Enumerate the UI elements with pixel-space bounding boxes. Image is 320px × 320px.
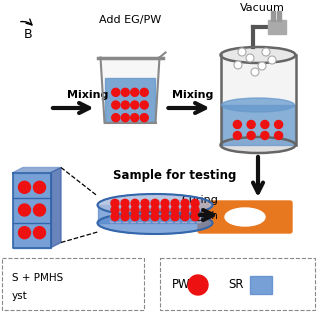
Circle shape [261, 121, 269, 129]
Circle shape [275, 132, 283, 140]
Circle shape [121, 213, 129, 221]
Circle shape [247, 132, 255, 140]
Circle shape [140, 88, 148, 96]
Circle shape [34, 181, 45, 193]
Text: B: B [24, 28, 32, 42]
Polygon shape [221, 105, 294, 145]
Polygon shape [13, 167, 61, 172]
Circle shape [111, 199, 119, 207]
Polygon shape [105, 77, 155, 122]
Text: PW: PW [172, 278, 191, 292]
Circle shape [161, 199, 169, 207]
Circle shape [140, 114, 148, 122]
Bar [250, 276, 272, 294]
Ellipse shape [225, 208, 265, 226]
Bar [160, 258, 315, 310]
Polygon shape [100, 58, 159, 123]
Ellipse shape [98, 212, 212, 234]
Circle shape [121, 88, 129, 96]
Text: 80℃， 2h: 80℃， 2h [172, 210, 217, 220]
Circle shape [34, 227, 45, 239]
Circle shape [262, 48, 270, 56]
Circle shape [191, 213, 199, 221]
Circle shape [111, 206, 119, 214]
Circle shape [19, 181, 30, 193]
Circle shape [112, 101, 120, 109]
Circle shape [121, 199, 129, 207]
Circle shape [246, 54, 254, 62]
Circle shape [261, 132, 269, 140]
Circle shape [131, 199, 139, 207]
Circle shape [188, 275, 208, 295]
Text: yst: yst [12, 291, 28, 301]
Text: Vacuum: Vacuum [240, 3, 284, 13]
Circle shape [140, 101, 148, 109]
Ellipse shape [220, 47, 295, 63]
Circle shape [171, 213, 179, 221]
Text: Mixing: Mixing [67, 90, 109, 100]
Circle shape [131, 114, 139, 122]
Circle shape [131, 101, 139, 109]
Ellipse shape [220, 137, 295, 153]
Circle shape [121, 206, 129, 214]
Circle shape [247, 121, 255, 129]
FancyBboxPatch shape [198, 201, 292, 233]
Polygon shape [51, 167, 61, 247]
Polygon shape [220, 55, 295, 145]
Circle shape [233, 132, 241, 140]
Circle shape [233, 121, 241, 129]
Circle shape [34, 204, 45, 216]
Circle shape [251, 68, 259, 76]
Circle shape [275, 121, 283, 129]
Text: Mixing: Mixing [172, 90, 214, 100]
Circle shape [234, 61, 242, 69]
Bar [268, 20, 286, 34]
Circle shape [141, 206, 149, 214]
Circle shape [121, 101, 129, 109]
Circle shape [191, 206, 199, 214]
Circle shape [181, 199, 189, 207]
Text: Curing: Curing [181, 195, 219, 205]
Circle shape [141, 213, 149, 221]
Circle shape [131, 88, 139, 96]
Ellipse shape [221, 98, 294, 112]
Polygon shape [13, 172, 51, 247]
Bar [277, 11, 281, 21]
Circle shape [19, 227, 30, 239]
Circle shape [112, 88, 120, 96]
Circle shape [151, 213, 159, 221]
Circle shape [161, 206, 169, 214]
Circle shape [161, 213, 169, 221]
Circle shape [151, 199, 159, 207]
Circle shape [112, 114, 120, 122]
Circle shape [268, 56, 276, 64]
Bar [2, 258, 144, 310]
Text: S + PMHS: S + PMHS [12, 273, 63, 283]
Circle shape [181, 206, 189, 214]
Text: SR: SR [228, 278, 244, 292]
Polygon shape [98, 205, 212, 223]
Bar [271, 11, 275, 21]
Circle shape [181, 213, 189, 221]
Circle shape [171, 206, 179, 214]
Text: Sample for testing: Sample for testing [113, 169, 237, 181]
Circle shape [238, 48, 246, 56]
Circle shape [131, 206, 139, 214]
Circle shape [121, 114, 129, 122]
Text: Add EG/PW: Add EG/PW [99, 15, 161, 25]
Circle shape [141, 199, 149, 207]
Circle shape [131, 213, 139, 221]
Circle shape [258, 62, 266, 70]
Circle shape [111, 213, 119, 221]
Circle shape [191, 199, 199, 207]
Circle shape [151, 206, 159, 214]
Circle shape [171, 199, 179, 207]
Circle shape [19, 204, 30, 216]
Ellipse shape [98, 194, 212, 216]
